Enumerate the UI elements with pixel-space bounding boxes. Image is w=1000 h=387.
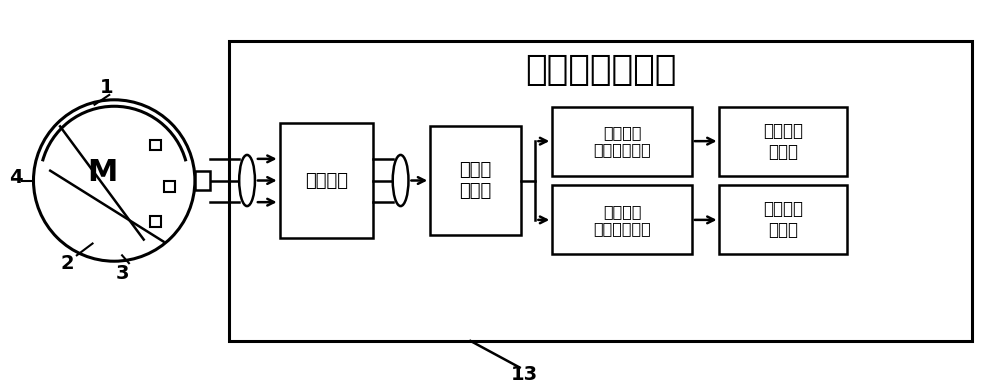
Bar: [719, 107, 847, 176]
Text: 第一同步
参考系锁相环: 第一同步 参考系锁相环: [593, 125, 651, 158]
Bar: [280, 123, 373, 238]
Text: 数字信号处理器: 数字信号处理器: [525, 53, 677, 87]
Bar: [150, 140, 161, 151]
Bar: [150, 216, 161, 227]
Ellipse shape: [393, 155, 408, 206]
Text: M: M: [87, 158, 118, 187]
Text: 1: 1: [100, 79, 113, 98]
Bar: [430, 127, 521, 235]
Bar: [552, 185, 692, 254]
Text: 3: 3: [115, 264, 129, 283]
Text: 线性组合: 线性组合: [305, 171, 348, 190]
Text: 13: 13: [511, 365, 538, 384]
Text: 2: 2: [60, 254, 74, 273]
Bar: [195, 171, 210, 190]
Ellipse shape: [239, 155, 255, 206]
Text: 复因数
滤波器: 复因数 滤波器: [459, 161, 492, 200]
Text: 动态偏心
百分比: 动态偏心 百分比: [763, 200, 803, 239]
Bar: [552, 107, 692, 176]
Bar: [164, 181, 175, 192]
Bar: [229, 41, 972, 341]
Circle shape: [33, 100, 195, 261]
Text: 静态偏心
百分比: 静态偏心 百分比: [763, 122, 803, 161]
Bar: [719, 185, 847, 254]
Text: 4: 4: [9, 168, 23, 187]
Text: 第二同步
参考系锁相环: 第二同步 参考系锁相环: [593, 204, 651, 236]
